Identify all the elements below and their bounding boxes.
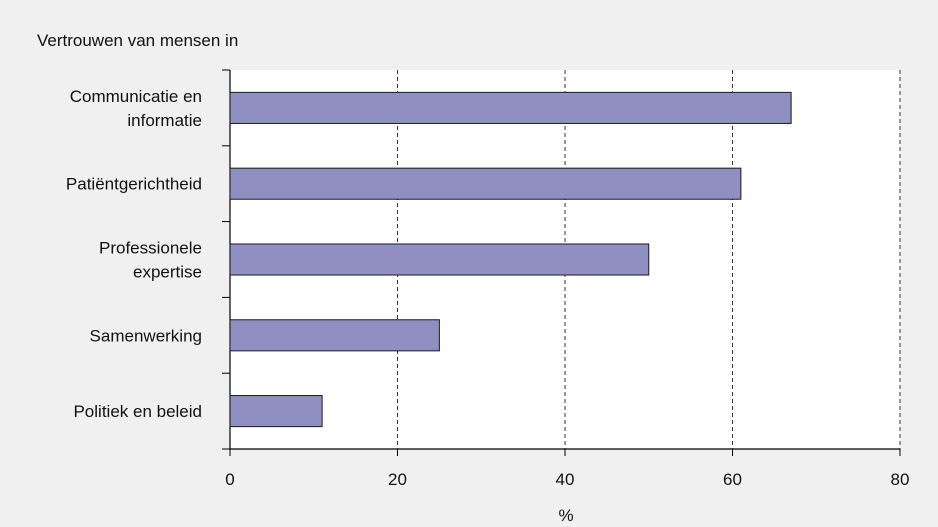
- bars: [229, 91, 792, 428]
- x-tick-label-1: 20: [388, 470, 407, 489]
- x-tick-label-0: 0: [225, 470, 234, 489]
- category-label-0: Communicatie en informatie: [70, 87, 202, 130]
- category-label-0-line-1: informatie: [127, 111, 202, 130]
- category-label-3-line-0: Samenwerking: [90, 326, 202, 345]
- x-tick-label-4: 80: [891, 470, 910, 489]
- category-label-3: Samenwerking: [90, 326, 202, 345]
- x-tick-label-3: 60: [723, 470, 742, 489]
- category-label-4-line-0: Politiek en beleid: [73, 402, 202, 421]
- bar-1: [229, 167, 742, 200]
- bar-2: [229, 243, 650, 276]
- bar-3: [229, 319, 440, 352]
- category-label-2-line-0: Professionele: [99, 239, 202, 258]
- bar-4: [229, 395, 323, 428]
- category-label-1-line-0: Patiëntgerichtheid: [66, 175, 202, 194]
- x-tick-label-2: 40: [556, 470, 575, 489]
- chart-title: Vertrouwen van mensen in: [37, 31, 238, 50]
- category-label-2: Professionele expertise: [99, 239, 202, 282]
- category-label-0-line-0: Communicatie en: [70, 87, 202, 106]
- category-label-2-line-1: expertise: [133, 263, 202, 282]
- labels: 0 20 40 60 80 Communicatie en informatie Patiën…: [66, 87, 910, 489]
- x-axis-label: %: [558, 506, 573, 525]
- category-label-1: Patiëntgerichtheid: [66, 175, 202, 194]
- axes: [222, 69, 901, 456]
- category-label-4: Politiek en beleid: [73, 402, 202, 421]
- bar-0: [229, 91, 792, 124]
